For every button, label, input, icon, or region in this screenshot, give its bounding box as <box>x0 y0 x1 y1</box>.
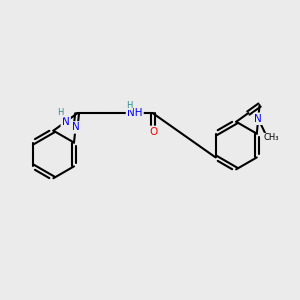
Text: N: N <box>254 114 262 124</box>
Text: O: O <box>149 127 157 137</box>
Text: CH₃: CH₃ <box>263 133 279 142</box>
Text: H: H <box>126 100 133 109</box>
Text: N: N <box>62 117 70 127</box>
Text: N: N <box>72 122 80 132</box>
Text: NH: NH <box>127 109 142 118</box>
Text: H: H <box>57 108 64 117</box>
